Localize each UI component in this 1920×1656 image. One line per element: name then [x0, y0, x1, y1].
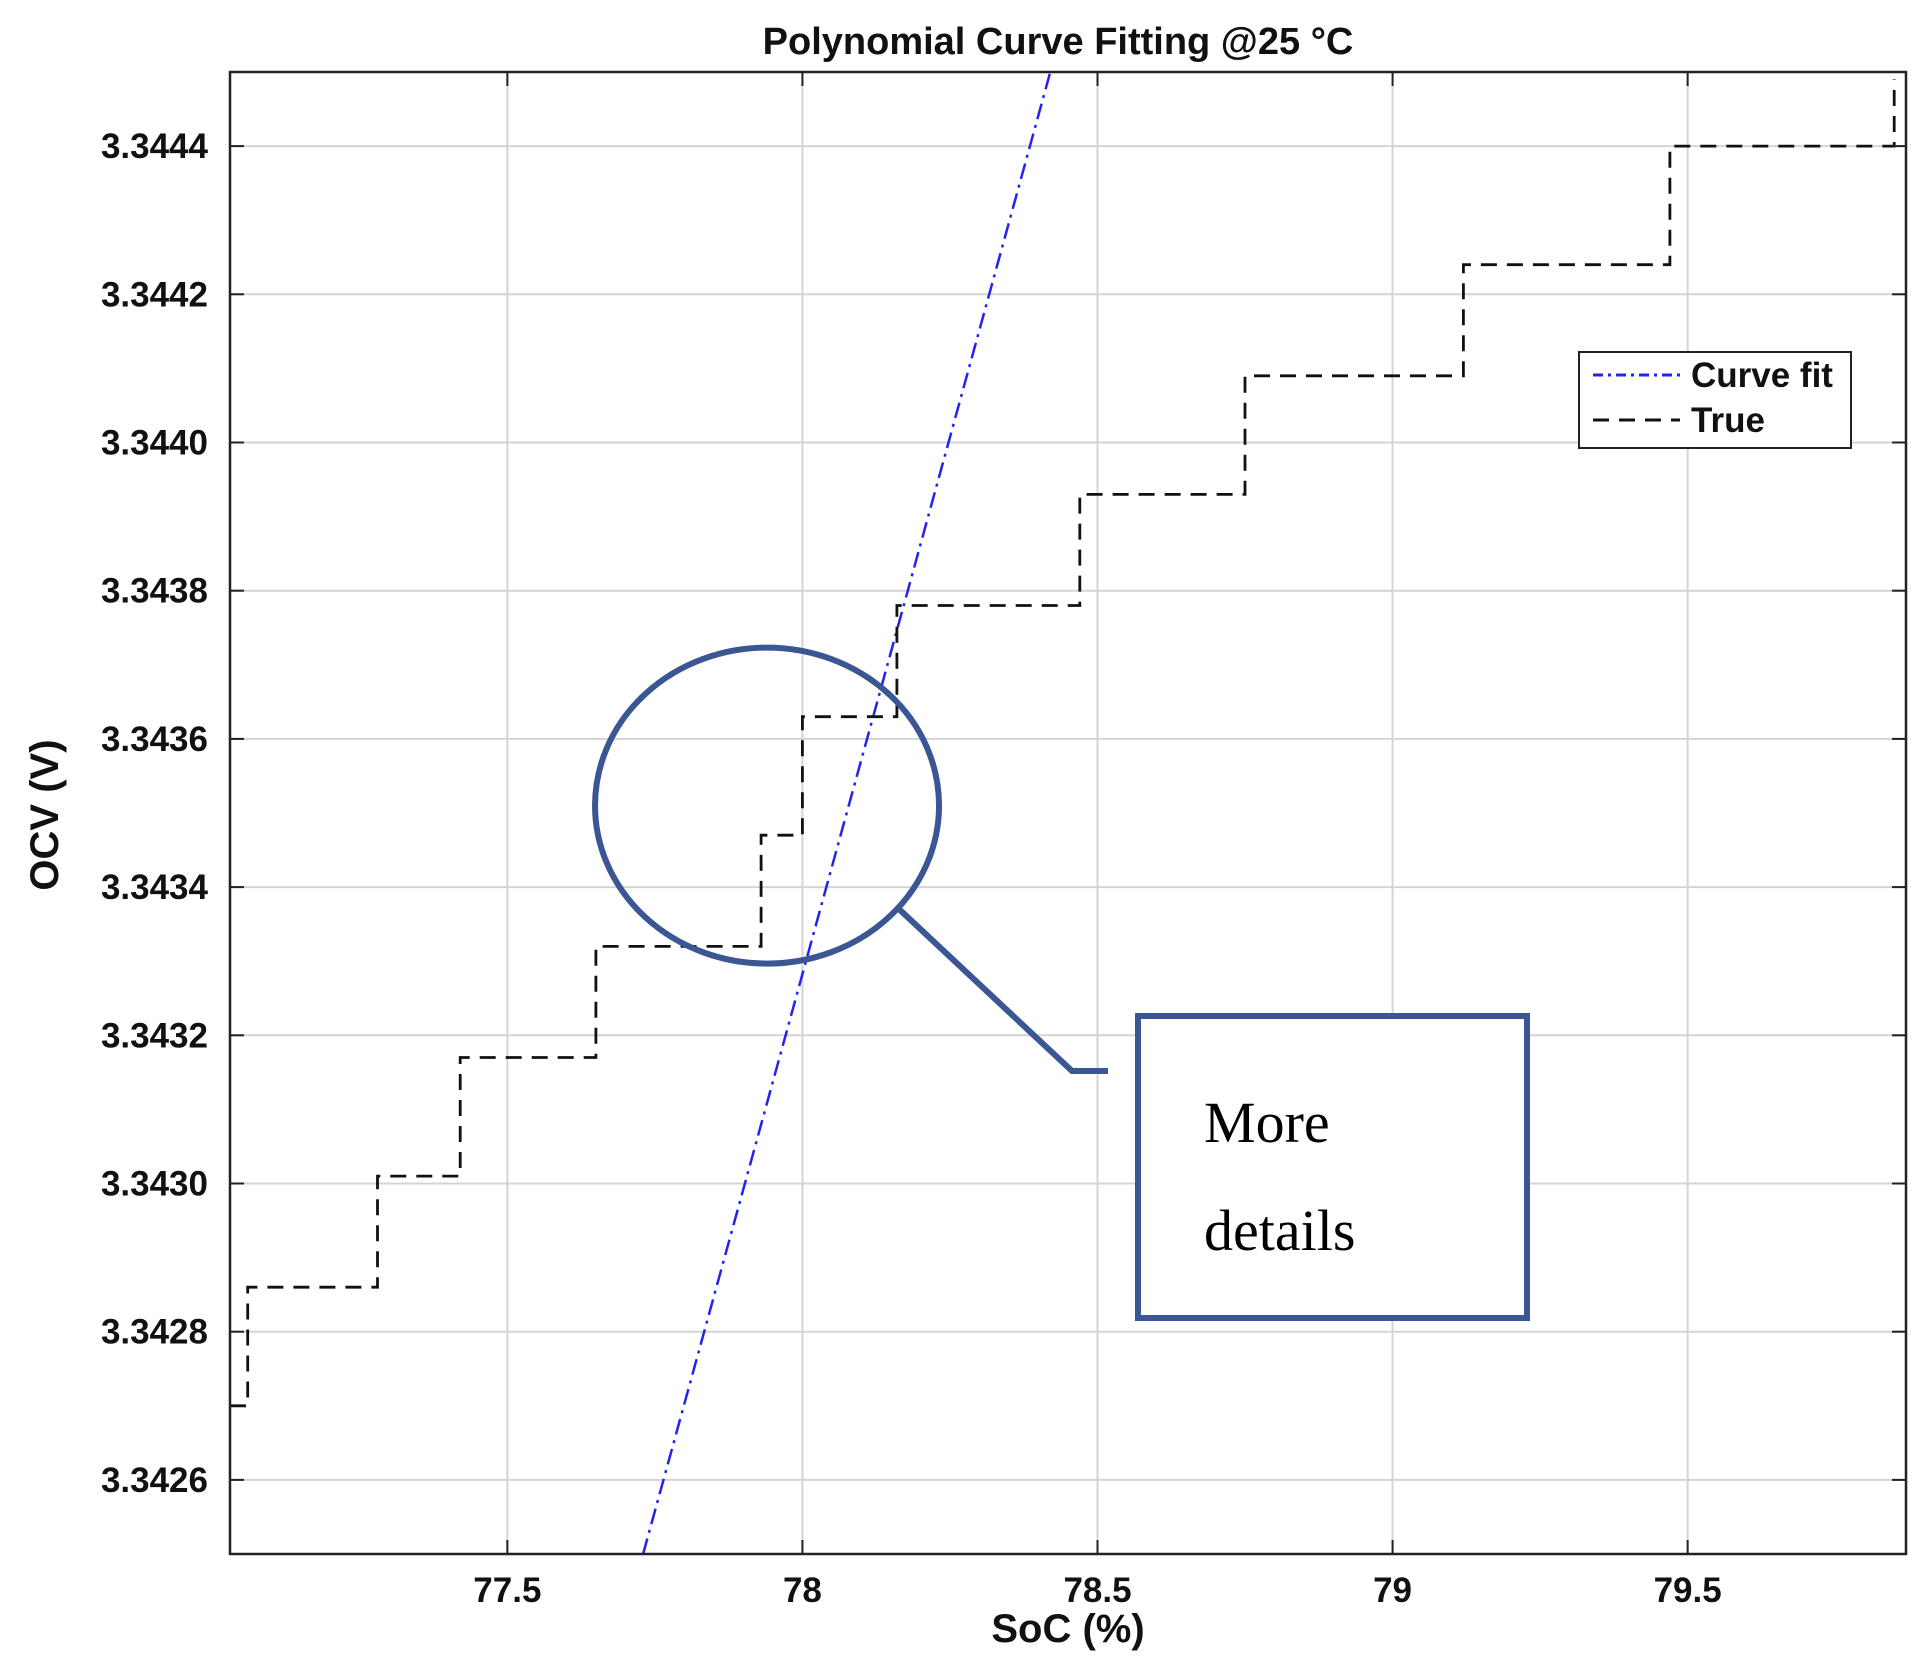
ticks: 77.5 78 78.5 79 79.5 3.3426 3.3428 3.3430 3.3432…	[101, 72, 1906, 1610]
x-tick-label: 77.5	[473, 1571, 541, 1610]
y-tick-label: 3.3428	[101, 1313, 208, 1352]
series-layer	[230, 71, 1896, 1555]
y-tick-label: 3.3426	[101, 1461, 208, 1500]
annotation-circle	[592, 644, 943, 967]
chart-title: Polynomial Curve Fitting @25 °C	[763, 21, 1354, 63]
plot-frame	[228, 70, 1908, 1556]
y-tick-label: 3.3434	[101, 868, 209, 907]
annotation-text-line-2: details	[1204, 1198, 1355, 1263]
y-tick-label: 3.3430	[101, 1165, 208, 1204]
legend-label-curve-fit: Curve fit	[1691, 356, 1833, 395]
legend-box	[1578, 351, 1852, 449]
y-tick-label: 3.3438	[101, 572, 208, 611]
annotation-leader-line	[897, 907, 1108, 1074]
x-tick-label: 79	[1373, 1571, 1412, 1610]
y-axis-title: OCV (V)	[23, 739, 67, 890]
x-axis-title: SoC (%)	[991, 1607, 1144, 1651]
series-true-line	[230, 79, 1896, 1408]
annotation: More details	[592, 644, 1530, 1321]
series-curve-fit-line	[641, 71, 1052, 1555]
legend-label-true: True	[1691, 401, 1765, 440]
y-tick-label: 3.3432	[101, 1016, 208, 1055]
y-tick-label: 3.3444	[101, 127, 209, 166]
annotation-box	[1135, 1013, 1530, 1321]
y-tick-label: 3.3436	[101, 720, 208, 759]
legend: Curve fit True	[1578, 351, 1852, 449]
x-tick-label: 79.5	[1654, 1571, 1722, 1610]
x-tick-label: 78	[783, 1571, 822, 1610]
y-tick-label: 3.3442	[101, 275, 208, 314]
annotation-text-line-1: More	[1204, 1090, 1330, 1155]
y-tick-label: 3.3440	[101, 424, 208, 463]
x-tick-label: 78.5	[1063, 1571, 1131, 1610]
